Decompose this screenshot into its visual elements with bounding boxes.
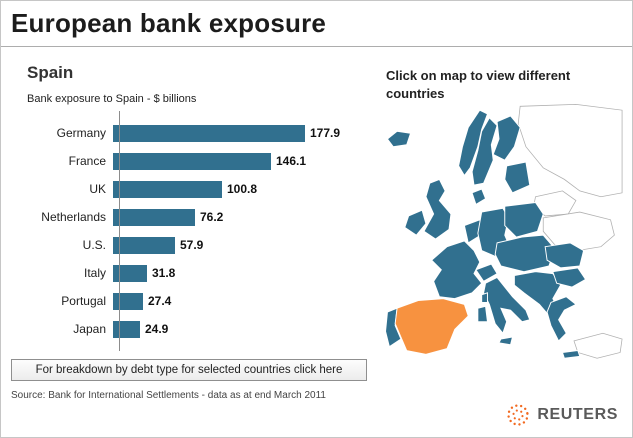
bar-value: 31.8 <box>152 266 176 280</box>
chart-row: Japan 24.9 <box>19 315 372 343</box>
bar-label: Netherlands <box>41 210 106 224</box>
content: Spain Bank exposure to Spain - $ billion… <box>1 47 632 401</box>
chart-row: France 146.1 <box>19 147 372 175</box>
map-country-france[interactable] <box>430 240 483 300</box>
chart-country-heading: Spain <box>27 63 74 82</box>
map-island-sardinia[interactable] <box>477 305 489 323</box>
map-country-ireland[interactable] <box>404 209 427 236</box>
map-country-ukraine[interactable] <box>542 211 615 252</box>
map-country-denmark[interactable] <box>471 188 487 206</box>
page-title: European bank exposure <box>11 8 327 38</box>
map-country-baltics[interactable] <box>504 161 531 194</box>
bar-value: 27.4 <box>148 294 172 308</box>
chart-subtitle: Bank exposure to Spain - $ billions <box>27 93 197 105</box>
bar <box>113 320 140 338</box>
bar-track: 31.8 <box>113 264 176 282</box>
map-country-iceland[interactable] <box>386 130 412 148</box>
bar-track: 100.8 <box>113 180 258 198</box>
reuters-dots-icon <box>507 404 530 426</box>
bar-label: Italy <box>83 266 106 280</box>
header-divider <box>1 46 632 47</box>
bar-label: U.S. <box>82 238 106 252</box>
bar-label: Germany <box>56 126 106 140</box>
bar-value: 57.9 <box>180 238 204 252</box>
chart-row: Netherlands 76.2 <box>19 203 372 231</box>
map-country-central-europe[interactable] <box>494 234 556 273</box>
map-country-uk[interactable] <box>423 178 452 240</box>
bar <box>113 124 305 142</box>
bar-track: 76.2 <box>113 208 224 226</box>
bar-track: 27.4 <box>113 292 172 310</box>
map-country-italy[interactable] <box>483 276 531 335</box>
breakdown-button[interactable]: For breakdown by debt type for selected … <box>11 359 367 381</box>
bar-value: 100.8 <box>227 182 258 196</box>
map-country-spain[interactable] <box>394 298 469 355</box>
chart-row: Portugal 27.4 <box>19 287 372 315</box>
source-note: Source: Bank for International Settlemen… <box>11 390 326 401</box>
chart-panel: Spain Bank exposure to Spain - $ billion… <box>1 47 372 401</box>
chart-row: U.S. 57.9 <box>19 231 372 259</box>
chart-row: Italy 31.8 <box>19 259 372 287</box>
map-country-sweden[interactable] <box>471 117 498 186</box>
bar-label: France <box>68 154 106 168</box>
map-country-russia[interactable] <box>517 104 623 198</box>
map-island-corsica[interactable] <box>481 292 488 304</box>
map-country-bulgaria[interactable] <box>552 267 587 288</box>
bar <box>113 152 271 170</box>
map-country-greece[interactable] <box>546 296 577 342</box>
bar <box>113 236 175 254</box>
map-panel: Click on map to view different countries <box>372 47 632 401</box>
bar <box>113 292 143 310</box>
map-country-switzerland[interactable] <box>475 263 498 283</box>
map-country-poland[interactable] <box>504 202 544 238</box>
bar-value: 76.2 <box>200 210 224 224</box>
bar-track: 177.9 <box>113 124 341 142</box>
bar <box>113 264 147 282</box>
bar-value: 177.9 <box>310 126 341 140</box>
bar <box>113 208 195 226</box>
europe-map[interactable] <box>374 104 624 374</box>
chart-axis-line <box>119 111 120 351</box>
bar-value: 146.1 <box>276 154 307 168</box>
reuters-logo: REUTERS <box>505 402 618 428</box>
bar-label: UK <box>89 182 106 196</box>
map-island-crete[interactable] <box>561 350 581 359</box>
chart-row: Germany 177.9 <box>19 119 372 147</box>
bar-chart: Germany 177.9 France 146.1 UK 100.8 Netherland… <box>19 111 372 351</box>
map-country-norway[interactable] <box>458 109 489 177</box>
bar-value: 24.9 <box>145 322 169 336</box>
map-country-romania[interactable] <box>544 242 585 269</box>
reuters-wordmark: REUTERS <box>537 406 618 423</box>
bar-track: 57.9 <box>113 236 204 254</box>
map-instruction: Click on map to view different countries <box>386 68 571 101</box>
bar <box>113 180 222 198</box>
bar-track: 146.1 <box>113 152 307 170</box>
header: European bank exposure <box>1 1 632 44</box>
chart-bars: Germany 177.9 France 146.1 UK 100.8 Netherland… <box>19 119 372 343</box>
bar-label: Japan <box>73 322 106 336</box>
map-island-sicily[interactable] <box>498 336 514 346</box>
map-country-turkey[interactable] <box>573 332 623 359</box>
bar-label: Portugal <box>61 294 106 308</box>
chart-row: UK 100.8 <box>19 175 372 203</box>
bar-track: 24.9 <box>113 320 169 338</box>
map-country-finland[interactable] <box>492 115 521 161</box>
